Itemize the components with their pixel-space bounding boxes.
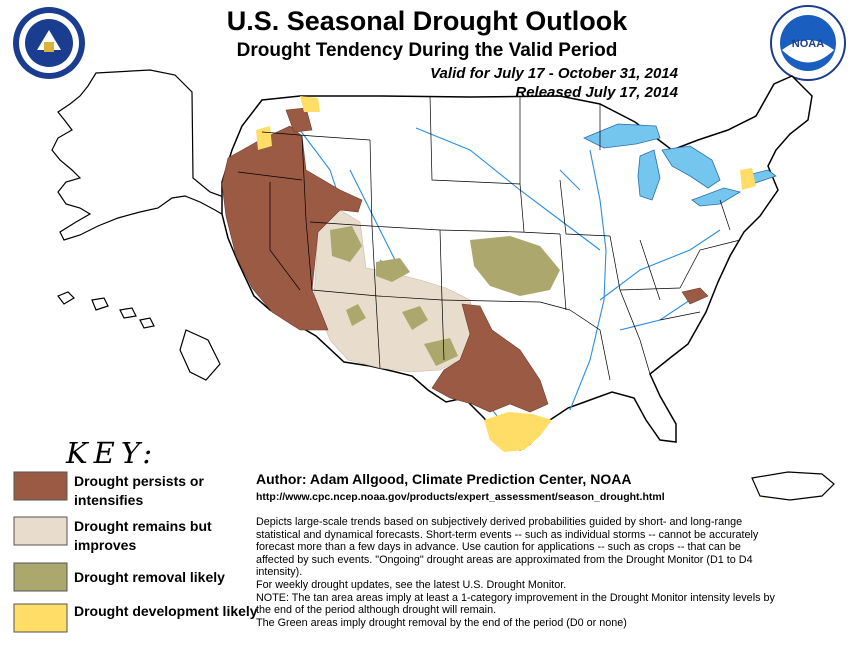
legend-label-removal: Drought removal likely [74,569,225,585]
great-lakes [583,123,777,207]
drought-removal-areas [330,226,560,366]
state-borders [237,95,741,381]
description-paragraph: The Green areas imply drought removal by… [256,616,627,629]
hawaii [57,291,221,381]
legend-swatch-development [13,603,68,633]
valid-period: Valid for July 17 - October 31, 2014 [430,65,678,82]
legend-heading: KEY: [66,436,159,470]
puerto-rico [751,471,835,501]
svg-text:NOAA: NOAA [792,38,824,50]
description: Depicts large-scale trends based on subj… [256,516,776,629]
legend-label-improves: Drought remains but improves [74,518,212,553]
map-title: U.S. Seasonal Drought Outlook [226,6,628,36]
legend-swatch-removal [13,562,68,592]
legend-label-persists: Drought persists or intensifies [74,473,204,508]
author-credit: Author: Adam Allgood, Climate Prediction… [256,471,632,487]
description-paragraph: For weekly drought updates, see the late… [256,578,567,591]
alaska [51,69,243,241]
legend-swatch-improves [13,516,68,546]
department-of-commerce-seal [13,7,85,79]
legend-swatch-persists [13,471,68,501]
map-subtitle: Drought Tendency During the Valid Period [236,40,618,61]
description-paragraph: Depicts large-scale trends based on subj… [256,516,759,579]
source-url[interactable]: http://www.cpc.ncep.noaa.gov/products/ex… [256,491,665,503]
noaa-logo: NOAA [770,5,846,81]
legend-label-development: Drought development likely [74,603,258,619]
description-paragraph: NOTE: The tan area areas imply at least … [256,591,775,617]
